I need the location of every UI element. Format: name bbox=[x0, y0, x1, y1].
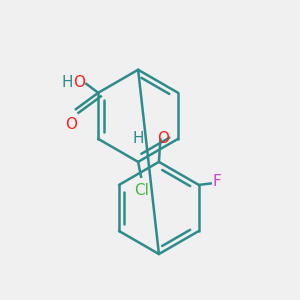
Text: O: O bbox=[158, 130, 169, 146]
Text: O: O bbox=[65, 118, 77, 133]
Text: H: H bbox=[133, 130, 144, 146]
Text: O: O bbox=[73, 75, 85, 90]
Text: Cl: Cl bbox=[134, 183, 148, 198]
Text: F: F bbox=[212, 175, 221, 190]
Text: H: H bbox=[61, 75, 73, 90]
